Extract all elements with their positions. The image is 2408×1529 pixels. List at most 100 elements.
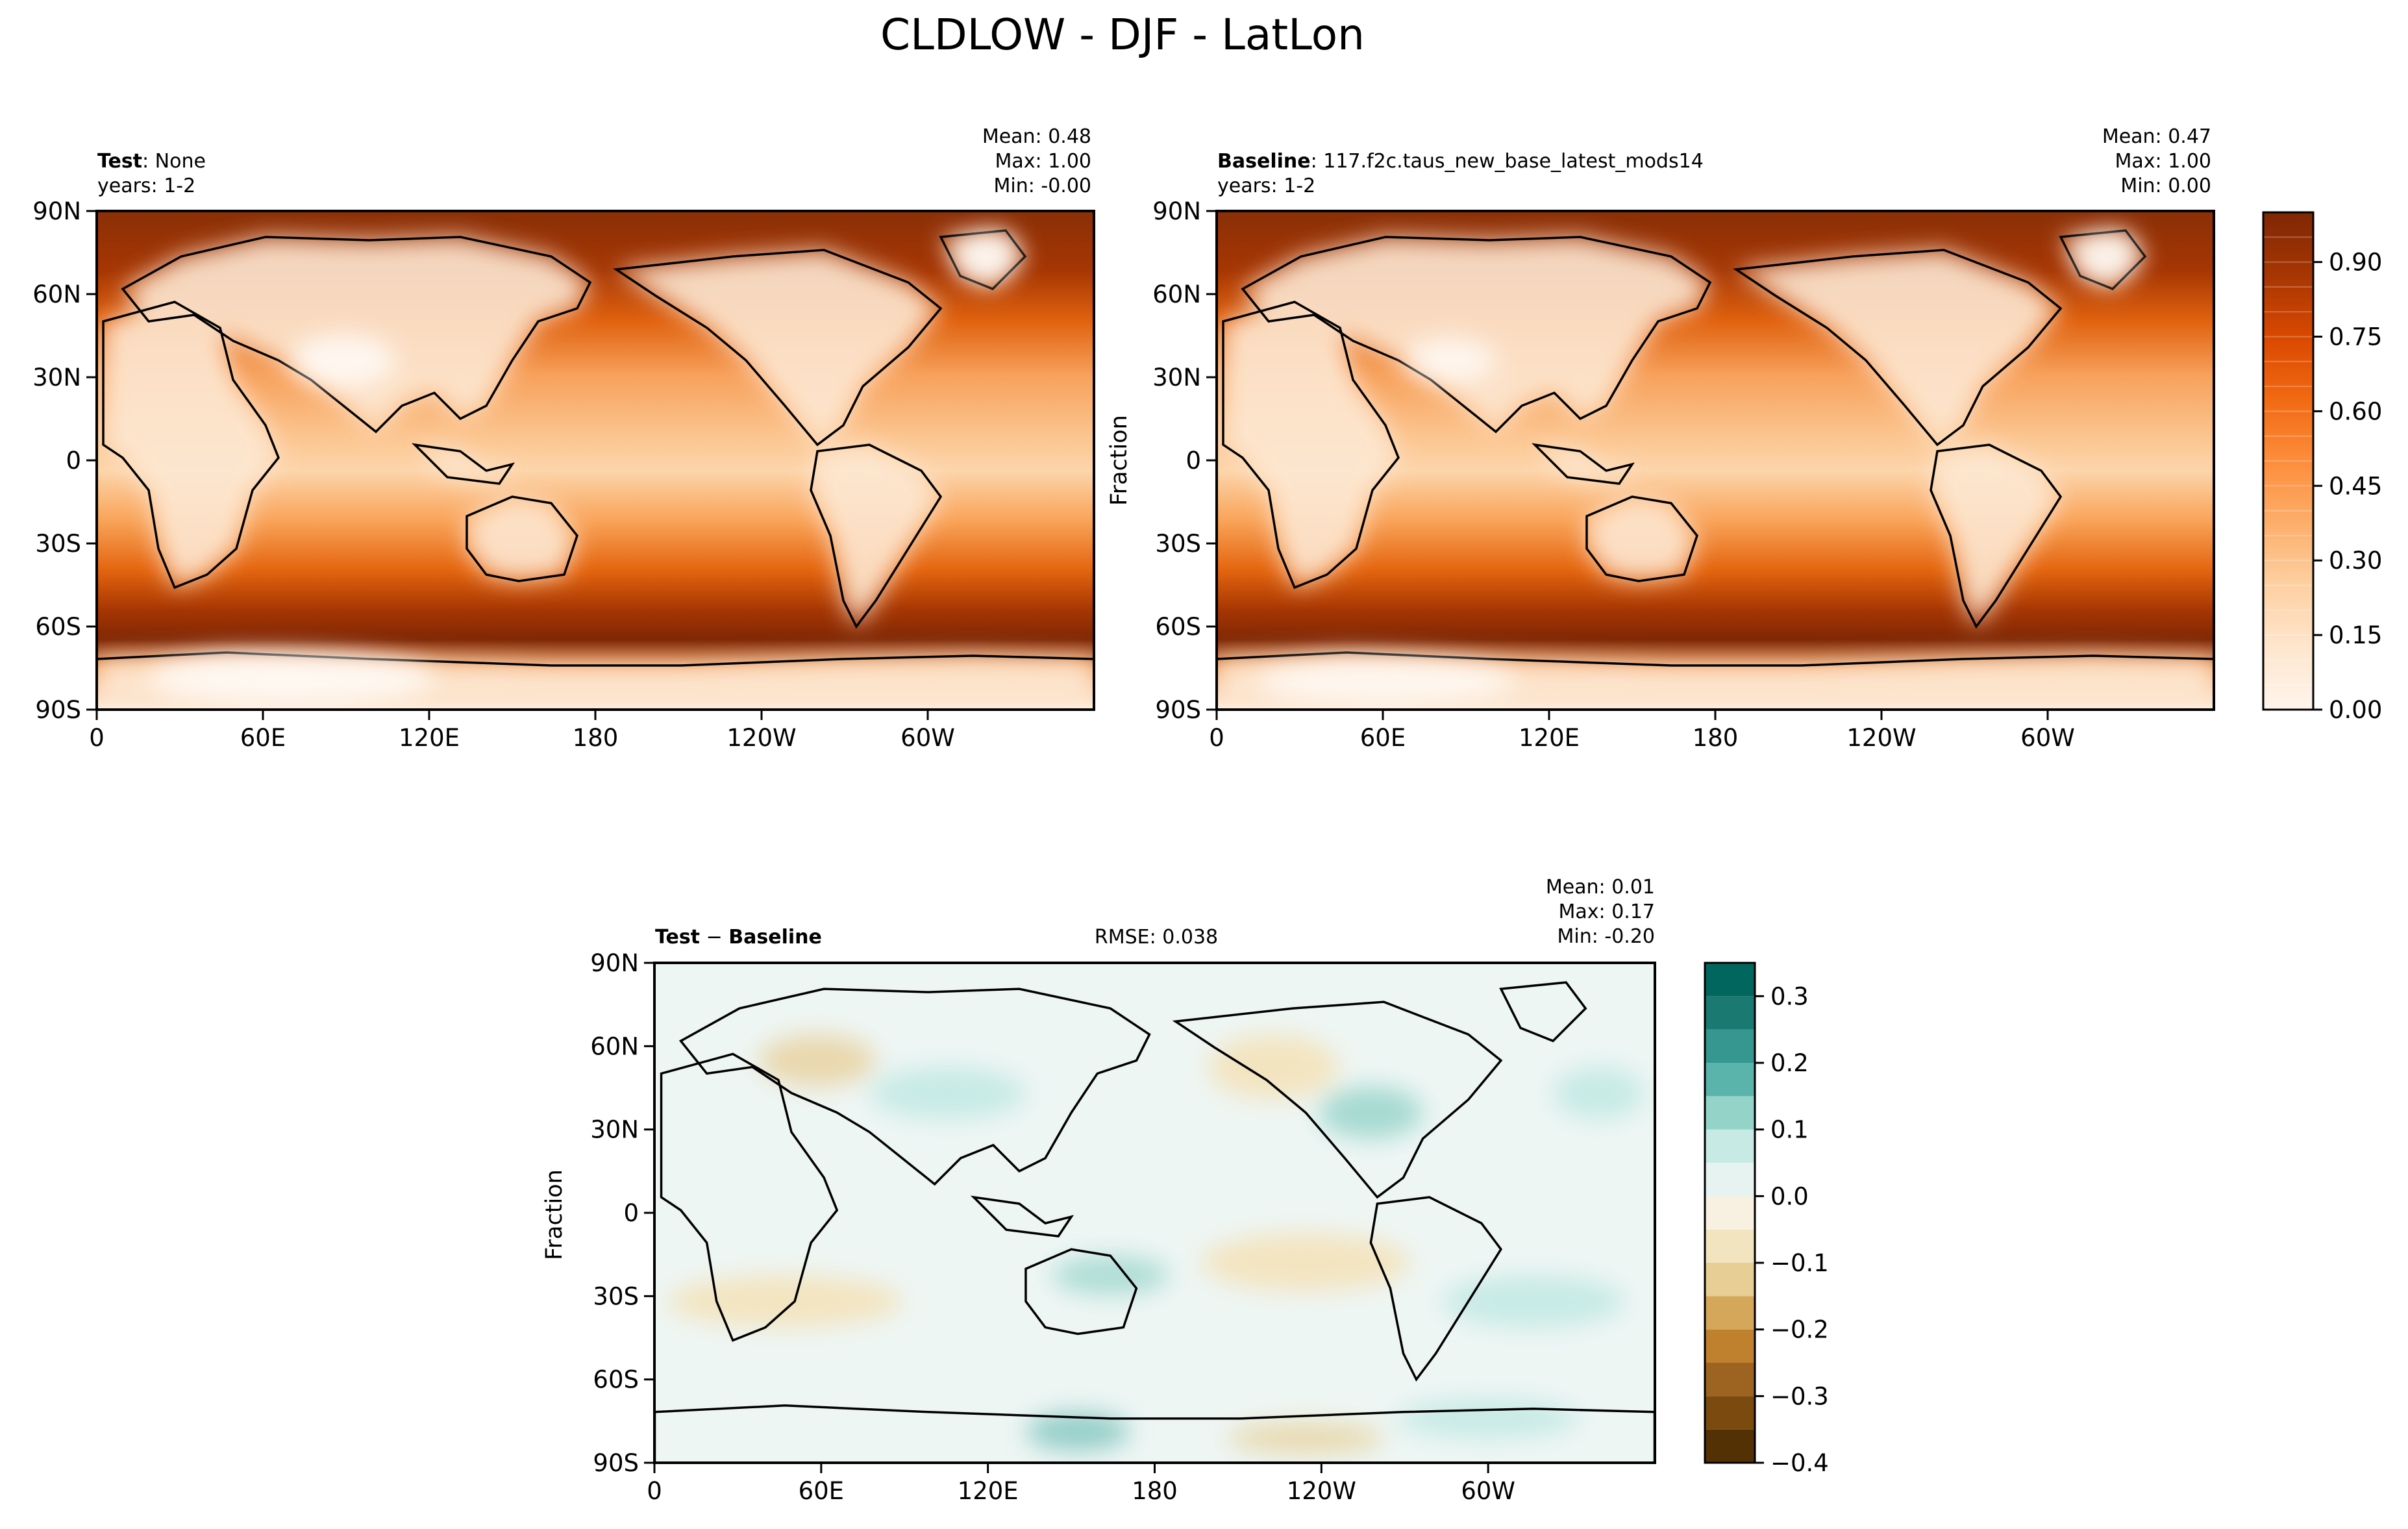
- x-tick-label: 120E: [399, 724, 460, 752]
- y-tick-label: 30S: [593, 1282, 639, 1310]
- colorbar-tick-label: 0.1: [1770, 1116, 1809, 1144]
- colorbar-tick-label: 0.0: [1770, 1182, 1809, 1210]
- difference-label-bold: Test: [655, 926, 700, 949]
- x-tick-label: 180: [573, 724, 619, 752]
- y-tick-label: 60N: [590, 1032, 639, 1060]
- difference-axes: 0 60E 120E 180 120W 60W 90N 60N 30N 0 30S 60S 90S: [590, 949, 1515, 1505]
- colorbar-band: [1705, 963, 1755, 997]
- x-tick-label: 120W: [1846, 724, 1916, 752]
- colorbar-band: [1705, 1163, 1755, 1197]
- colorbar-tick-label: 0.00: [2329, 696, 2382, 724]
- baseline-map: [1217, 211, 2214, 710]
- y-tick-label: 90N: [32, 197, 81, 225]
- difference-colorbar-bands: [1705, 963, 1755, 1463]
- difference-label-bold2: Baseline: [728, 926, 822, 949]
- baseline-label-rest: : 117.f2c.taus_new_base_latest_mods14: [1311, 150, 1704, 173]
- y-tick-label: 90N: [590, 949, 639, 977]
- y-tick-label: 30S: [1155, 530, 1201, 558]
- y-tick-label: 30S: [35, 530, 81, 558]
- baseline-colorbar: [2263, 212, 2313, 710]
- y-tick-label: 30N: [32, 364, 81, 392]
- x-tick-label: 60W: [1461, 1477, 1515, 1505]
- test-stat-mean: Mean: 0.48: [982, 125, 1091, 148]
- test-stat-max: Max: 1.00: [995, 150, 1091, 173]
- baseline-stat-max: Max: 1.00: [2115, 150, 2211, 173]
- difference-ylabel: Fraction: [541, 1169, 567, 1260]
- y-tick-label: 30N: [1152, 364, 1201, 392]
- test-axes: 0 60E 120E 180 120W 60W 90N 60N 30N 0 30S 60S 90S: [32, 197, 955, 752]
- figure-title: CLDLOW - DJF - LatLon: [880, 10, 1365, 60]
- baseline-colorbar-ticks: 0.00 0.15 0.30 0.45 0.60 0.75 0.90: [2313, 249, 2382, 724]
- difference-stat-max: Max: 0.17: [1559, 901, 1655, 923]
- colorbar-tick-label: 0.45: [2329, 472, 2382, 500]
- x-tick-label: 120E: [1519, 724, 1580, 752]
- colorbar-tick-label: −0.3: [1770, 1382, 1829, 1410]
- test-label-rest: : None: [142, 150, 206, 173]
- y-tick-label: 60S: [593, 1366, 639, 1394]
- baseline-stat-mean: Mean: 0.47: [2102, 125, 2211, 148]
- colorbar-band: [1705, 1429, 1755, 1463]
- x-tick-label: 180: [1132, 1477, 1178, 1505]
- y-tick-label: 60S: [35, 613, 81, 641]
- x-tick-label: 120W: [726, 724, 796, 752]
- baseline-land-highlights: [1256, 234, 2135, 704]
- difference-colorbar-ticks: 0.3 0.2 0.1 0.0 −0.1 −0.2 −0.3 −0.4: [1755, 982, 1829, 1477]
- difference-anomalies: [667, 1034, 1645, 1454]
- x-tick-label: 0: [89, 724, 105, 752]
- baseline-panel: Mean: 0.47 Max: 1.00 Min: 0.00 Baseline:…: [1106, 125, 2382, 752]
- test-label: Test: None: [97, 150, 206, 173]
- test-land-highlights: [149, 234, 1015, 704]
- x-tick-label: 120W: [1287, 1477, 1356, 1505]
- baseline-axes: 0 60E 120E 180 120W 60W 90N 60N 30N 0 30S 60S 90S: [1152, 197, 2075, 752]
- y-tick-label: 60N: [32, 280, 81, 308]
- colorbar-band: [1705, 1229, 1755, 1263]
- test-panel: Mean: 0.48 Max: 1.00 Min: -0.00 Test: No…: [32, 125, 1095, 752]
- difference-rmse: RMSE: 0.038: [1095, 926, 1218, 949]
- colorbar-band: [1705, 1329, 1755, 1363]
- x-tick-label: 180: [1693, 724, 1739, 752]
- x-tick-label: 60E: [799, 1477, 844, 1505]
- baseline-label-bold: Baseline: [1217, 150, 1311, 173]
- baseline-years: years: 1-2: [1217, 175, 1315, 197]
- difference-panel: Mean: 0.01 Max: 0.17 Min: -0.20 Test − B…: [541, 876, 1829, 1505]
- y-tick-label: 0: [1185, 447, 1201, 475]
- colorbar-band: [1705, 1096, 1755, 1130]
- colorbar-band: [1705, 1363, 1755, 1397]
- x-tick-label: 60W: [900, 724, 955, 752]
- colorbar-tick-label: 0.30: [2329, 547, 2382, 575]
- y-tick-label: 90N: [1152, 197, 1201, 225]
- colorbar-band: [1705, 996, 1755, 1030]
- y-tick-label: 90S: [1155, 696, 1201, 724]
- difference-stat-min: Min: -0.20: [1558, 925, 1656, 948]
- colorbar-tick-label: 0.90: [2329, 249, 2382, 277]
- difference-label-mid: −: [700, 926, 728, 949]
- x-tick-label: 0: [647, 1477, 662, 1505]
- colorbar-tick-label: 0.3: [1770, 982, 1809, 1010]
- difference-colorbar-frame: [1704, 962, 1756, 1464]
- y-tick-label: 60S: [1155, 613, 1201, 641]
- baseline-stat-min: Min: 0.00: [2120, 175, 2211, 197]
- y-tick-label: 90S: [593, 1449, 639, 1477]
- baseline-colorbar-bands: [2263, 236, 2313, 686]
- colorbar-tick-label: −0.1: [1770, 1249, 1829, 1277]
- colorbar-band: [1705, 1263, 1755, 1297]
- x-tick-label: 0: [1209, 724, 1224, 752]
- difference-map: [654, 963, 1655, 1463]
- y-tick-label: 60N: [1152, 280, 1201, 308]
- colorbar-tick-label: −0.2: [1770, 1316, 1829, 1344]
- y-tick-label: 30N: [590, 1116, 639, 1144]
- test-map: [97, 211, 1094, 710]
- baseline-label: Baseline: 117.f2c.taus_new_base_latest_m…: [1217, 150, 1704, 173]
- colorbar-band: [1705, 1129, 1755, 1163]
- colorbar-band: [1705, 1029, 1755, 1063]
- colorbar-band: [1705, 1296, 1755, 1330]
- colorbar-band: [1705, 1196, 1755, 1230]
- y-tick-label: 0: [623, 1199, 639, 1227]
- test-label-bold: Test: [97, 150, 142, 173]
- baseline-colorbar-frame: [2262, 211, 2315, 711]
- baseline-ylabel: Fraction: [1106, 415, 1132, 506]
- x-tick-label: 60E: [1360, 724, 1406, 752]
- difference-stat-mean: Mean: 0.01: [1546, 876, 1655, 899]
- colorbar-band: [1705, 1396, 1755, 1430]
- colorbar-band: [1705, 1063, 1755, 1097]
